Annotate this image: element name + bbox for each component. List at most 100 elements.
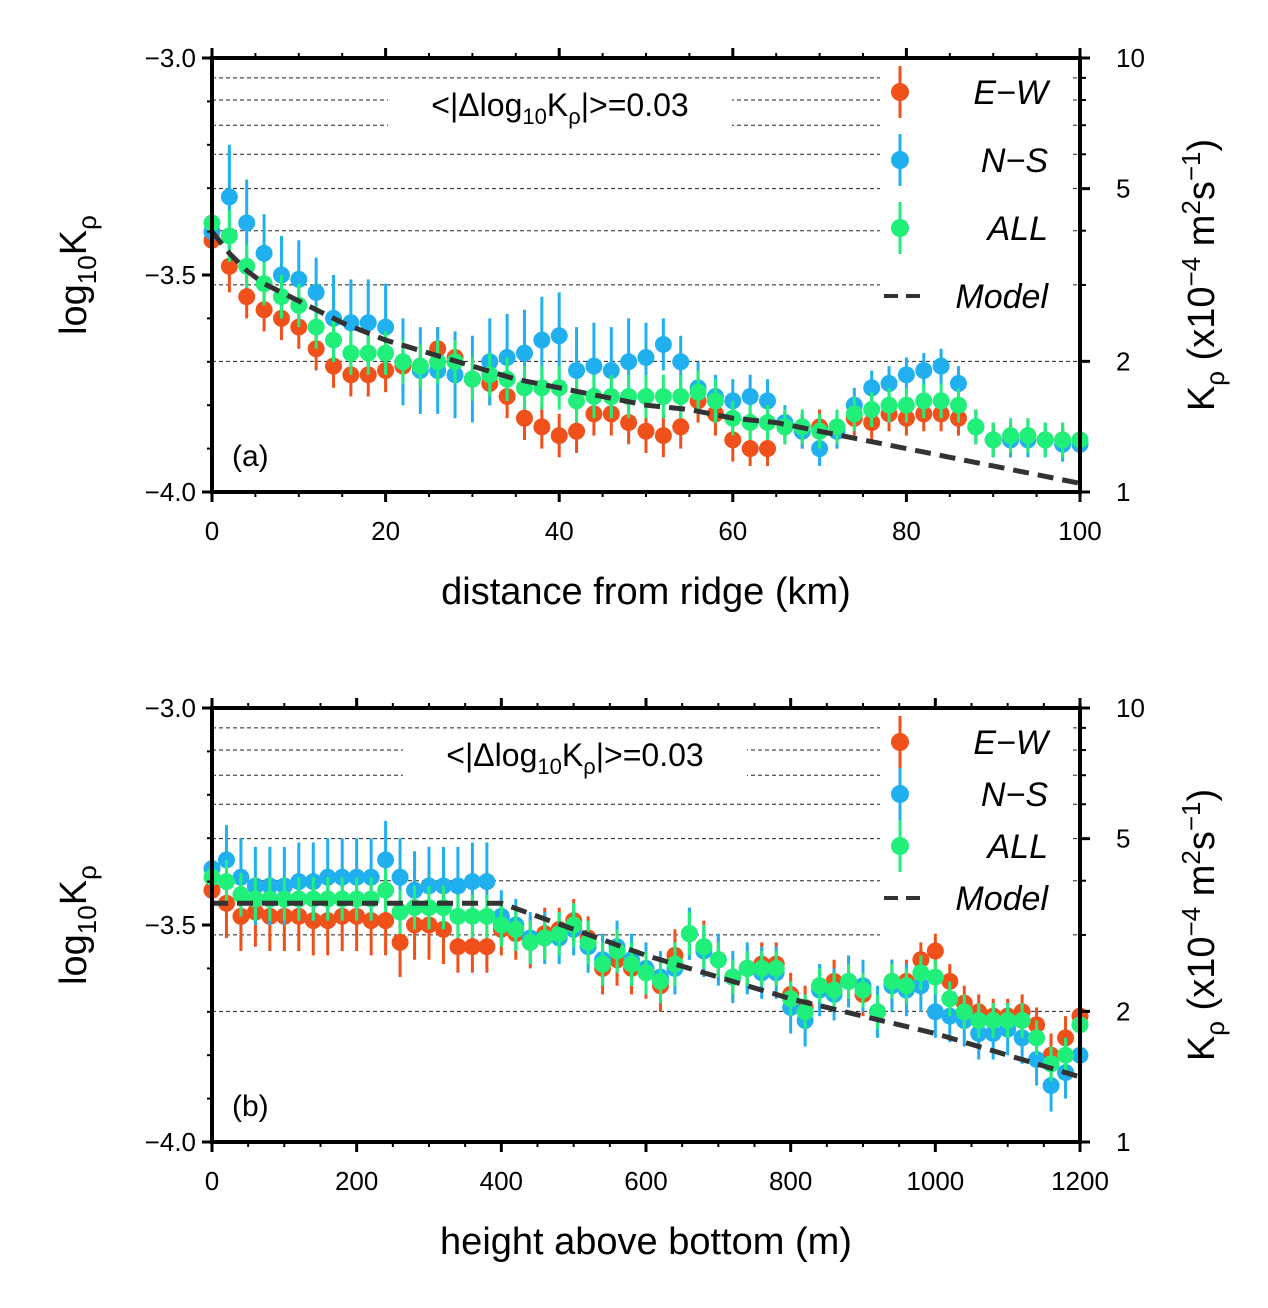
data-point <box>449 938 467 956</box>
legend-background <box>880 714 1070 940</box>
data-point <box>411 357 429 375</box>
data-point <box>492 916 510 934</box>
data-point <box>706 392 724 410</box>
data-point <box>782 990 800 1008</box>
y-tick-label: −3.0 <box>145 43 196 73</box>
data-point <box>550 427 568 445</box>
data-point <box>709 951 727 969</box>
data-point <box>463 370 481 388</box>
legend-entry: Model <box>884 278 1049 316</box>
x-tick-label: 600 <box>624 1166 667 1196</box>
data-point <box>325 331 343 349</box>
x-tick-label: 1200 <box>1051 1166 1109 1196</box>
data-point <box>767 959 785 977</box>
data-point <box>680 925 698 943</box>
data-point <box>1028 1029 1046 1047</box>
y2-axis-label: Kρ (x10−4 m2s−1) <box>1176 789 1230 1061</box>
data-point <box>926 942 944 960</box>
data-point <box>741 388 759 406</box>
data-point <box>220 257 238 275</box>
data-point <box>391 903 409 921</box>
data-point <box>391 933 409 951</box>
model-line <box>210 230 1081 486</box>
data-point <box>880 396 898 414</box>
data-point <box>220 188 238 206</box>
y2-tick-label: 2 <box>1116 346 1130 376</box>
data-point <box>759 414 777 432</box>
legend-label: ALL <box>986 828 1049 866</box>
data-point <box>463 938 481 956</box>
legend-background <box>880 64 1070 338</box>
data-point <box>533 379 551 397</box>
data-point <box>695 938 713 956</box>
data-point <box>568 422 586 440</box>
data-point <box>377 318 395 336</box>
x-tick-label: 20 <box>371 516 400 546</box>
data-point <box>759 392 777 410</box>
legend-entry: Model <box>884 880 1049 918</box>
data-point <box>478 907 496 925</box>
data-point <box>623 955 641 973</box>
data-point <box>828 418 846 436</box>
data-point <box>654 335 672 353</box>
series-all <box>203 855 1089 1082</box>
data-point <box>550 925 568 943</box>
data-point <box>608 942 626 960</box>
data-point <box>672 418 690 436</box>
legend-label: Model <box>955 278 1049 316</box>
legend-entry: E−W <box>891 66 1051 118</box>
panel-label: (b) <box>232 1090 269 1123</box>
data-point <box>1019 427 1037 445</box>
data-point <box>377 912 395 930</box>
data-point <box>255 244 273 262</box>
data-point <box>1057 1046 1075 1064</box>
legend-label: E−W <box>973 724 1051 762</box>
data-point <box>941 990 959 1008</box>
data-point <box>654 427 672 445</box>
data-point <box>449 907 467 925</box>
data-point <box>949 375 967 392</box>
data-point <box>533 331 551 349</box>
panel-label: (a) <box>232 440 269 473</box>
x-tick-label: 0 <box>205 516 219 546</box>
legend-label: N−S <box>981 776 1048 814</box>
data-point <box>238 288 256 306</box>
data-point <box>238 257 256 275</box>
data-point <box>550 327 568 345</box>
legend-marker <box>891 151 909 169</box>
data-point <box>620 414 638 432</box>
data-point <box>840 972 858 990</box>
data-point <box>307 283 325 301</box>
legend-entry: N−S <box>891 134 1048 186</box>
data-point <box>984 431 1002 449</box>
data-point <box>377 851 395 869</box>
data-point <box>724 431 742 449</box>
x-axis-label: distance from ridge (km) <box>441 571 851 613</box>
data-point <box>325 357 343 375</box>
data-point <box>217 873 235 891</box>
data-point <box>854 981 872 999</box>
data-point <box>568 361 586 379</box>
data-point <box>738 959 756 977</box>
data-point <box>342 314 360 332</box>
data-point <box>759 440 777 458</box>
panel-b: <|Δlog10Kρ|>=0.03 E−W N−S ALL Model 0 200 400 60… <box>53 693 1230 1263</box>
data-point <box>585 388 603 406</box>
data-point <box>825 981 843 999</box>
data-point <box>932 357 950 375</box>
y-axis-label: log10Kρ <box>53 215 102 335</box>
data-point <box>620 353 638 371</box>
x-tick-label: 400 <box>480 1166 523 1196</box>
legend-entry: N−S <box>891 768 1048 820</box>
data-point <box>672 353 690 371</box>
legend-entry: E−W <box>891 716 1051 768</box>
data-point <box>666 955 684 973</box>
data-point <box>391 868 409 886</box>
legend-marker <box>891 83 909 101</box>
legend-label: E−W <box>973 74 1051 112</box>
legend-label: ALL <box>986 210 1049 248</box>
data-point <box>753 959 771 977</box>
data-point <box>429 353 447 371</box>
data-point <box>220 227 238 245</box>
